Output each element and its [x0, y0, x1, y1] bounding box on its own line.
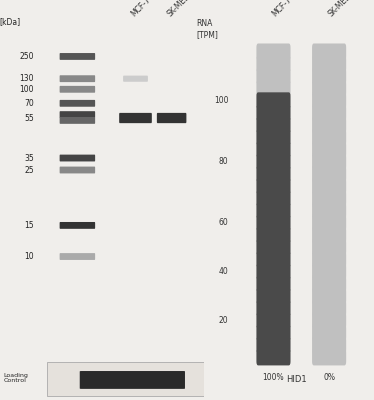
FancyBboxPatch shape [123, 76, 148, 82]
FancyBboxPatch shape [312, 300, 346, 316]
Text: 35: 35 [24, 154, 34, 162]
FancyBboxPatch shape [257, 227, 291, 243]
FancyBboxPatch shape [257, 251, 291, 268]
FancyBboxPatch shape [312, 92, 346, 109]
FancyBboxPatch shape [312, 141, 346, 158]
FancyBboxPatch shape [59, 253, 95, 260]
FancyBboxPatch shape [312, 263, 346, 280]
Text: High: High [127, 368, 144, 377]
FancyBboxPatch shape [312, 80, 346, 97]
Text: 40: 40 [219, 267, 229, 276]
FancyBboxPatch shape [312, 117, 346, 133]
FancyBboxPatch shape [257, 202, 291, 219]
FancyBboxPatch shape [119, 113, 152, 123]
Text: 10: 10 [25, 252, 34, 261]
FancyBboxPatch shape [59, 100, 95, 107]
FancyBboxPatch shape [312, 56, 346, 72]
Text: HID1: HID1 [286, 375, 307, 384]
FancyBboxPatch shape [312, 312, 346, 329]
FancyBboxPatch shape [312, 324, 346, 341]
FancyBboxPatch shape [312, 276, 346, 292]
Text: 15: 15 [25, 221, 34, 230]
FancyBboxPatch shape [257, 153, 291, 170]
FancyBboxPatch shape [257, 300, 291, 316]
FancyBboxPatch shape [257, 166, 291, 182]
Text: 70: 70 [24, 99, 34, 108]
Text: RNA
[TPM]: RNA [TPM] [196, 19, 218, 39]
FancyBboxPatch shape [59, 111, 95, 118]
FancyBboxPatch shape [59, 166, 95, 174]
Text: MCF-7: MCF-7 [129, 0, 152, 19]
FancyBboxPatch shape [257, 324, 291, 341]
FancyBboxPatch shape [312, 251, 346, 268]
FancyBboxPatch shape [80, 371, 185, 389]
FancyBboxPatch shape [257, 214, 291, 231]
FancyBboxPatch shape [312, 104, 346, 121]
FancyBboxPatch shape [257, 104, 291, 121]
Text: 55: 55 [24, 114, 34, 122]
FancyBboxPatch shape [312, 336, 346, 353]
FancyBboxPatch shape [312, 129, 346, 146]
FancyBboxPatch shape [59, 155, 95, 162]
Text: MCF-7: MCF-7 [271, 0, 294, 18]
FancyBboxPatch shape [59, 53, 95, 60]
FancyBboxPatch shape [257, 239, 291, 256]
Text: 25: 25 [25, 166, 34, 174]
FancyBboxPatch shape [257, 80, 291, 97]
FancyBboxPatch shape [257, 178, 291, 194]
FancyBboxPatch shape [312, 44, 346, 60]
Text: 100: 100 [214, 96, 229, 105]
Text: Low: Low [164, 368, 179, 377]
FancyBboxPatch shape [312, 166, 346, 182]
FancyBboxPatch shape [257, 92, 291, 109]
FancyBboxPatch shape [312, 227, 346, 243]
FancyBboxPatch shape [59, 222, 95, 229]
FancyBboxPatch shape [312, 239, 346, 256]
Text: 100: 100 [20, 85, 34, 94]
FancyBboxPatch shape [257, 68, 291, 84]
FancyBboxPatch shape [257, 288, 291, 304]
FancyBboxPatch shape [157, 113, 186, 123]
FancyBboxPatch shape [312, 153, 346, 170]
FancyBboxPatch shape [312, 214, 346, 231]
FancyBboxPatch shape [257, 349, 291, 366]
FancyBboxPatch shape [257, 336, 291, 353]
Text: 0%: 0% [323, 373, 335, 382]
FancyBboxPatch shape [257, 44, 291, 60]
Text: 60: 60 [219, 218, 229, 227]
Text: SK-MEL-30: SK-MEL-30 [165, 0, 200, 19]
Text: 250: 250 [20, 52, 34, 61]
FancyBboxPatch shape [257, 312, 291, 329]
Text: Loading
Control: Loading Control [4, 373, 29, 383]
FancyBboxPatch shape [257, 263, 291, 280]
Text: 130: 130 [20, 74, 34, 83]
FancyBboxPatch shape [257, 117, 291, 133]
Text: 100%: 100% [263, 373, 284, 382]
FancyBboxPatch shape [47, 362, 204, 396]
FancyBboxPatch shape [257, 141, 291, 158]
FancyBboxPatch shape [257, 276, 291, 292]
FancyBboxPatch shape [312, 349, 346, 366]
FancyBboxPatch shape [59, 117, 95, 124]
FancyBboxPatch shape [312, 190, 346, 207]
FancyBboxPatch shape [257, 190, 291, 207]
FancyBboxPatch shape [59, 86, 95, 93]
FancyBboxPatch shape [312, 288, 346, 304]
FancyBboxPatch shape [257, 129, 291, 146]
Text: 80: 80 [219, 157, 229, 166]
Text: 20: 20 [219, 316, 229, 325]
FancyBboxPatch shape [312, 202, 346, 219]
FancyBboxPatch shape [59, 75, 95, 82]
FancyBboxPatch shape [257, 56, 291, 72]
Text: [kDa]: [kDa] [0, 17, 21, 26]
Text: SK-MEL-30: SK-MEL-30 [327, 0, 361, 18]
FancyBboxPatch shape [312, 178, 346, 194]
FancyBboxPatch shape [312, 68, 346, 84]
